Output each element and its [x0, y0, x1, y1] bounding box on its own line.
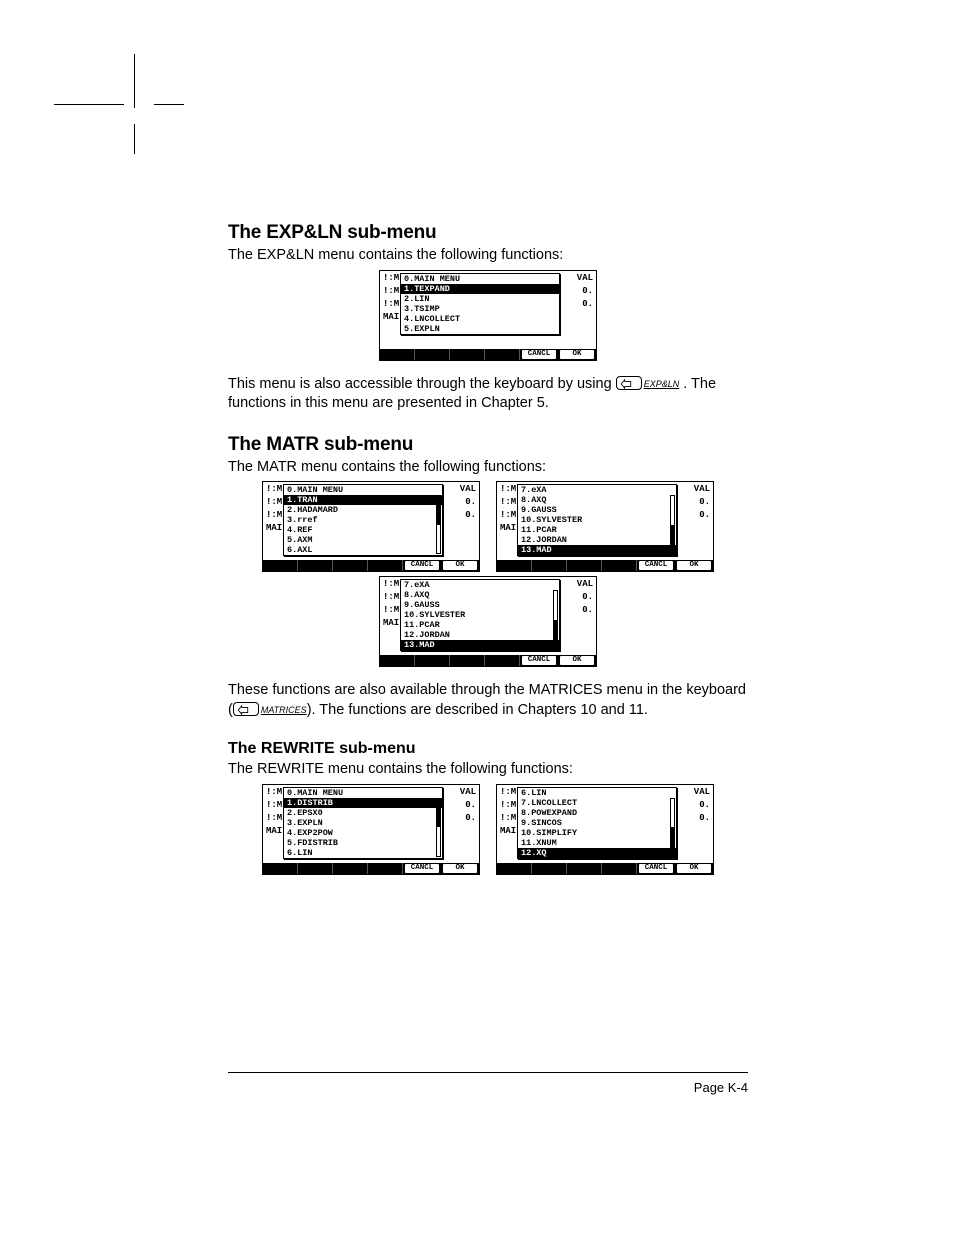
lcd-matr-3: !:MFVAL!:MF0.!:MF0.MAI7.eXA8.AXQ9.GAUSS1… — [379, 576, 597, 667]
after-matr: These functions are also available throu… — [228, 681, 748, 720]
lcd-matr-1: !:MFVAL!:MF0.!:MF0.MAI0.MAIN MENU1.TRAN2… — [262, 481, 480, 572]
lcd-matr-row2: !:MFVAL!:MF0.!:MF0.MAI7.eXA8.AXQ9.GAUSS1… — [228, 576, 748, 671]
after-expln: This menu is also accessible through the… — [228, 375, 748, 414]
lcd-rewrite-2: !:MFVAL!:MF0.!:MF0.MAI6.LIN7.LNCOLLECT8.… — [496, 784, 714, 875]
intro-matr: The MATR menu contains the following fun… — [228, 458, 748, 478]
lcd-matr-2: !:MFVAL!:MF0.!:MF0.MAI7.eXA8.AXQ9.GAUSS1… — [496, 481, 714, 572]
heading-expln: The EXP&LN sub-menu — [228, 222, 748, 244]
key-label-matrices: MATRICES — [259, 705, 307, 715]
page-number: Page K-4 — [228, 1080, 748, 1095]
page-content: The EXP&LN sub-menu The EXP&LN menu cont… — [228, 222, 748, 879]
key-label-expln: EXP&LN — [642, 379, 680, 389]
heading-rewrite: The REWRITE sub-menu — [228, 740, 748, 758]
lcd-rewrite-1: !:MFVAL!:MF0.!:MF0.MAI0.MAIN MENU1.DISTR… — [262, 784, 480, 875]
left-shift-key-icon — [233, 702, 259, 716]
footer-rule — [228, 1072, 748, 1073]
lcd-expln: !:MFVAL!:MF0.!:MF0.MAI0.MAIN MENU1.TEXPA… — [379, 270, 597, 361]
intro-rewrite: The REWRITE menu contains the following … — [228, 760, 748, 780]
lcd-rewrite-row: !:MFVAL!:MF0.!:MF0.MAI0.MAIN MENU1.DISTR… — [228, 784, 748, 875]
lcd-matr-row1: !:MFVAL!:MF0.!:MF0.MAI0.MAIN MENU1.TRAN2… — [228, 481, 748, 572]
left-shift-key-icon — [616, 376, 642, 390]
lcd-expln-row: !:MFVAL!:MF0.!:MF0.MAI0.MAIN MENU1.TEXPA… — [228, 270, 748, 365]
heading-matr: The MATR sub-menu — [228, 434, 748, 456]
intro-expln: The EXP&LN menu contains the following f… — [228, 246, 748, 266]
